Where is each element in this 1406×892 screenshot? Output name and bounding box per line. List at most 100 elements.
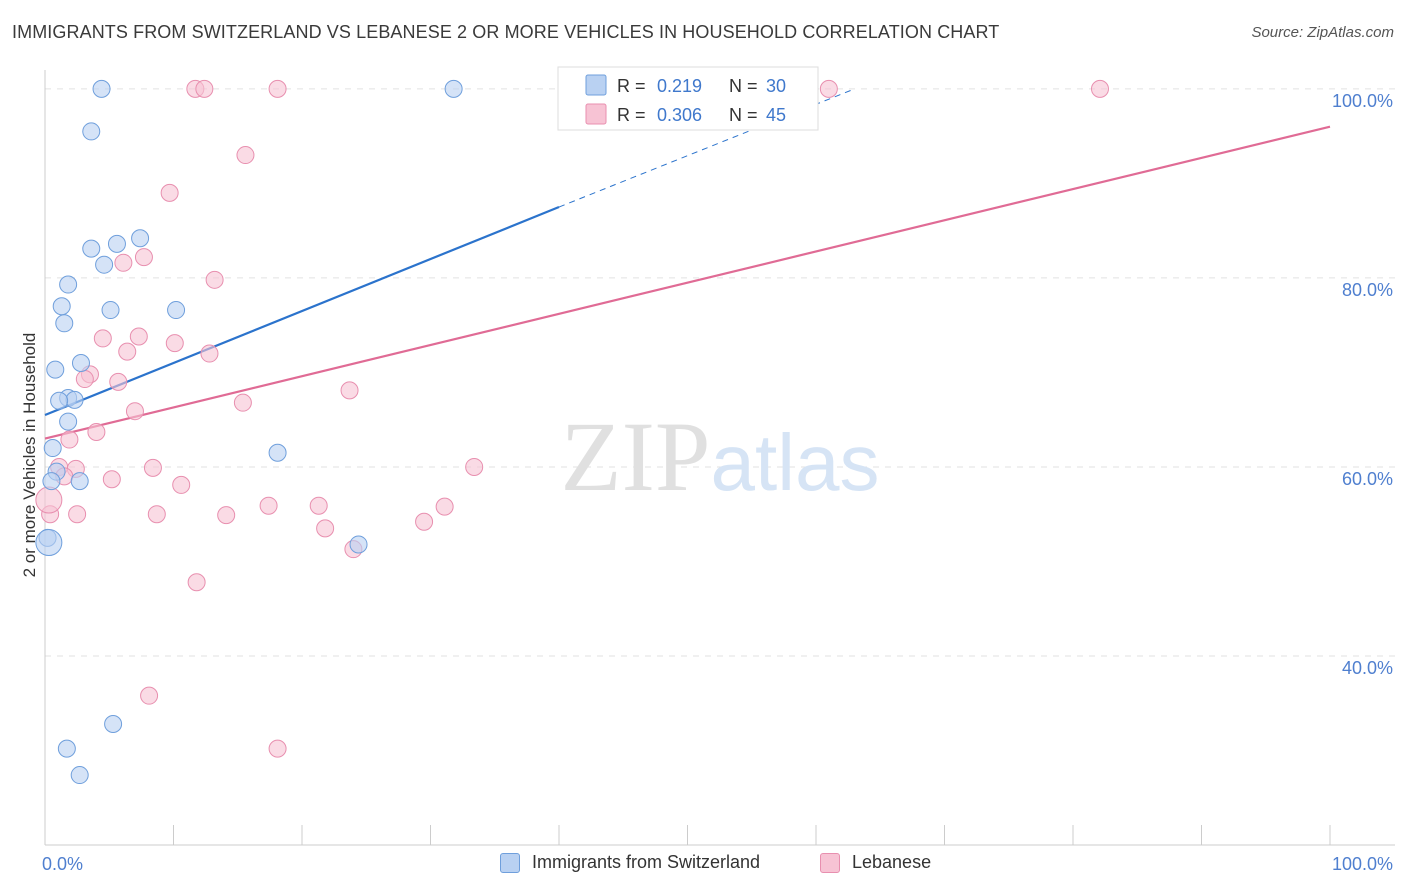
point-lebanese	[187, 573, 206, 592]
point-lebanese	[316, 519, 335, 538]
point-lebanese	[172, 475, 191, 494]
point-lebanese	[236, 146, 255, 165]
watermark: ZIPatlas	[561, 401, 880, 512]
stats-n-label-switzerland: N =	[729, 76, 758, 96]
point-lebanese	[195, 79, 214, 98]
point-switzerland	[268, 443, 287, 462]
trend-lines	[44, 88, 1331, 440]
stats-r-value-switzerland: 0.219	[657, 76, 702, 96]
watermark-atlas: atlas	[711, 418, 880, 507]
point-lebanese	[205, 270, 224, 289]
point-lebanese	[200, 344, 219, 363]
point-lebanese	[819, 79, 838, 98]
point-switzerland	[46, 360, 65, 379]
point-switzerland	[70, 472, 89, 491]
point-switzerland	[43, 439, 62, 458]
point-lebanese	[75, 370, 94, 389]
axes	[44, 70, 1395, 846]
stats-n-value-switzerland: 30	[766, 76, 786, 96]
point-lebanese	[217, 506, 236, 525]
y-tick-label: 100.0%	[1332, 91, 1393, 111]
stats-swatch-switzerland	[585, 74, 607, 96]
point-lebanese	[465, 457, 484, 476]
stats-n-value-lebanese: 45	[766, 105, 786, 125]
source-label: Source: ZipAtlas.com	[1251, 24, 1394, 41]
point-switzerland	[444, 79, 463, 98]
point-switzerland	[71, 353, 90, 372]
point-lebanese	[125, 402, 144, 421]
point-lebanese	[415, 512, 434, 531]
point-lebanese	[340, 381, 359, 400]
point-lebanese	[147, 505, 166, 524]
point-lebanese	[109, 372, 128, 391]
point-switzerland	[167, 301, 186, 320]
point-lebanese	[233, 393, 252, 412]
point-switzerland	[65, 390, 84, 409]
legend-swatch-lebanese	[820, 852, 840, 873]
tick-labels: 40.0% 60.0% 80.0% 100.0% 0.0% 100.0%	[42, 91, 1393, 874]
y-tick-label: 60.0%	[1342, 469, 1393, 489]
point-lebanese	[259, 496, 278, 515]
point-lebanese	[435, 497, 454, 516]
point-lebanese	[268, 739, 287, 758]
point-lebanese	[143, 458, 162, 477]
point-lebanese	[129, 327, 148, 346]
point-lebanese	[114, 253, 133, 272]
point-lebanese	[268, 79, 287, 98]
trend-line-switzerland	[44, 206, 560, 416]
point-lebanese	[35, 486, 63, 514]
x-tick-label-left: 0.0%	[42, 854, 83, 874]
point-lebanese	[160, 183, 179, 202]
point-switzerland	[50, 391, 69, 410]
stats-swatch-lebanese	[585, 103, 607, 125]
data-points	[35, 79, 1109, 785]
legend-label-lebanese: Lebanese	[852, 852, 932, 872]
point-switzerland	[55, 314, 74, 333]
grid-lines	[45, 88, 1395, 657]
point-lebanese	[140, 686, 159, 705]
point-switzerland	[107, 234, 126, 253]
point-lebanese	[165, 334, 184, 353]
point-lebanese	[118, 342, 137, 361]
y-tick-label: 40.0%	[1342, 658, 1393, 678]
point-switzerland	[59, 275, 78, 294]
trend-line-lebanese	[44, 125, 1331, 440]
point-lebanese	[134, 248, 153, 267]
legend-label-switzerland: Immigrants from Switzerland	[532, 852, 761, 872]
point-switzerland	[131, 229, 150, 248]
watermark-zip: ZIP	[561, 401, 711, 512]
point-lebanese	[309, 496, 328, 515]
legend-swatch-switzerland	[500, 852, 520, 873]
point-switzerland	[82, 122, 101, 141]
point-switzerland	[59, 412, 78, 431]
point-switzerland	[92, 79, 111, 98]
x-tick-label-right: 100.0%	[1332, 854, 1393, 874]
point-switzerland	[57, 739, 76, 758]
legend-item-switzerland[interactable]: Immigrants from Switzerland	[500, 852, 760, 873]
point-switzerland	[95, 255, 114, 274]
point-lebanese	[102, 470, 121, 489]
point-lebanese	[87, 422, 106, 441]
y-tick-label: 80.0%	[1342, 280, 1393, 300]
point-switzerland	[52, 297, 71, 316]
point-switzerland	[349, 535, 368, 554]
point-lebanese	[93, 329, 112, 348]
stats-r-label-switzerland: R =	[617, 76, 646, 96]
series-legend: Immigrants from Switzerland Lebanese	[0, 852, 1406, 878]
stats-r-value-lebanese: 0.306	[657, 105, 702, 125]
legend-item-lebanese[interactable]: Lebanese	[820, 852, 931, 873]
point-switzerland	[42, 472, 61, 491]
point-lebanese	[60, 430, 79, 449]
stats-n-label-lebanese: N =	[729, 105, 758, 125]
stats-legend: R = 0.219 N = 30 R = 0.306 N = 45	[557, 66, 819, 131]
point-switzerland	[35, 529, 63, 557]
chart-title: IMMIGRANTS FROM SWITZERLAND VS LEBANESE …	[12, 22, 1000, 42]
point-switzerland	[101, 301, 120, 320]
point-lebanese	[1090, 79, 1109, 98]
point-switzerland	[70, 766, 89, 785]
point-switzerland	[104, 715, 123, 734]
point-lebanese	[68, 505, 87, 524]
stats-r-label-lebanese: R =	[617, 105, 646, 125]
point-switzerland	[82, 239, 101, 258]
